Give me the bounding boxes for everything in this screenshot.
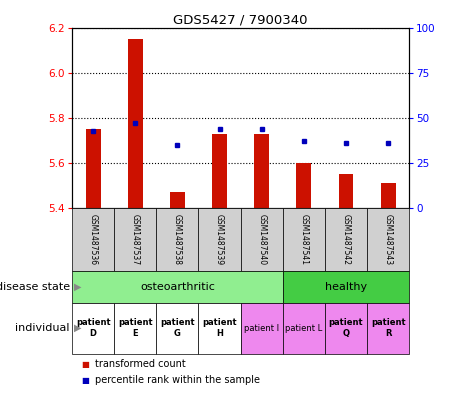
Text: ■: ■ [81,376,89,385]
Bar [72,208,114,271]
Bar [128,39,143,208]
Text: individual: individual [15,323,70,333]
Text: patient
H: patient H [202,318,237,338]
Bar [367,303,409,354]
Text: patient L: patient L [285,324,322,332]
Bar [199,303,241,354]
Bar [339,174,353,208]
Bar [72,271,283,303]
Bar [114,303,156,354]
Text: healthy: healthy [325,282,367,292]
Text: GSM1487538: GSM1487538 [173,214,182,265]
Text: transformed count: transformed count [95,359,186,369]
Bar [72,303,114,354]
Bar [199,208,241,271]
Bar [241,208,283,271]
Bar [367,208,409,271]
Text: GSM1487543: GSM1487543 [384,214,392,265]
Text: osteoarthritic: osteoarthritic [140,282,215,292]
Text: patient
E: patient E [118,318,153,338]
Bar [325,303,367,354]
Bar [212,134,227,208]
Bar [325,208,367,271]
Bar [283,271,409,303]
Bar [297,163,311,208]
Bar [283,303,325,354]
Bar [254,134,269,208]
Bar [241,303,283,354]
Title: GDS5427 / 7900340: GDS5427 / 7900340 [173,13,308,26]
Text: GSM1487542: GSM1487542 [341,214,351,265]
Bar [381,184,396,208]
Text: GSM1487537: GSM1487537 [131,214,140,265]
Text: patient I: patient I [244,324,279,332]
Text: GSM1487536: GSM1487536 [89,214,98,265]
Bar [283,208,325,271]
Text: ▶: ▶ [74,323,82,333]
Text: percentile rank within the sample: percentile rank within the sample [95,375,260,385]
Text: GSM1487539: GSM1487539 [215,214,224,265]
Text: GSM1487540: GSM1487540 [257,214,266,265]
Text: patient
Q: patient Q [329,318,363,338]
Text: patient
R: patient R [371,318,405,338]
Text: patient
D: patient D [76,318,111,338]
Text: patient
G: patient G [160,318,195,338]
Text: ▶: ▶ [74,282,82,292]
Bar [156,208,199,271]
Bar [114,208,156,271]
Bar [86,129,100,208]
Text: GSM1487541: GSM1487541 [299,214,308,265]
Text: disease state: disease state [0,282,70,292]
Text: ■: ■ [81,360,89,369]
Bar [156,303,199,354]
Bar [170,193,185,208]
